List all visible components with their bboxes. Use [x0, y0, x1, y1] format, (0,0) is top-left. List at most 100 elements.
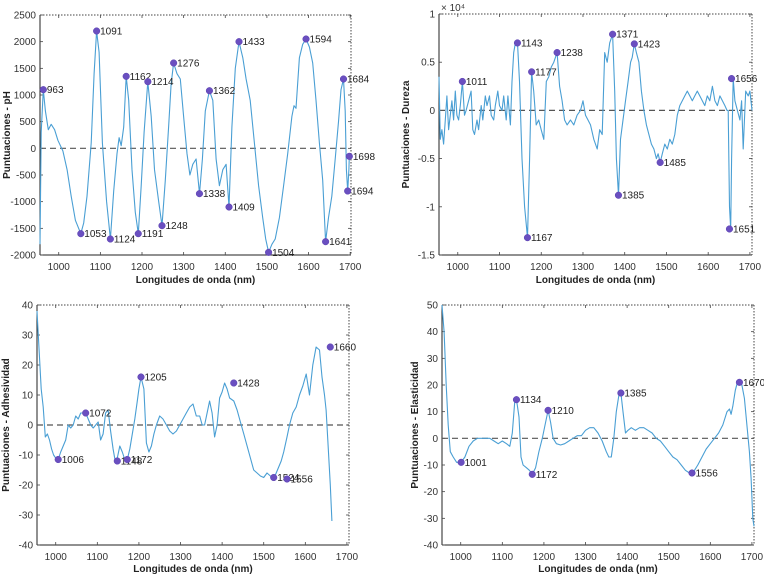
- x-tick-label: 1500: [253, 552, 276, 563]
- peak-marker: [93, 27, 101, 35]
- peak-label: 1191: [142, 229, 164, 240]
- y-tick-label: 2500: [14, 11, 37, 22]
- peak-marker: [544, 406, 552, 414]
- peak-label: 1651: [733, 224, 756, 235]
- peak-marker: [122, 72, 130, 80]
- peak-label: 1072: [89, 409, 112, 420]
- peak-label: 1006: [62, 455, 85, 466]
- y-tick-label: 10: [427, 407, 439, 418]
- peak-label: 1684: [347, 75, 370, 86]
- peak-label: 1670: [743, 378, 764, 389]
- x-tick-label: 1300: [572, 262, 595, 273]
- y-tick-label: -0.5: [418, 154, 436, 165]
- x-tick-label: 1400: [211, 552, 234, 563]
- y-tick-label: -1: [426, 202, 435, 213]
- peak-marker: [513, 39, 522, 47]
- peak-label: 1172: [536, 470, 558, 481]
- x-tick-label: 1400: [214, 262, 237, 273]
- chart-adhesividad: 1000 1100 1200 1300 1400 1500 1600 1700 -40 -30 -2…: [1, 301, 358, 576]
- x-tick-label: 1100: [492, 552, 514, 563]
- peak-marker: [609, 30, 617, 38]
- series-line: [39, 30, 351, 253]
- peak-marker: [283, 475, 291, 483]
- peak-marker: [39, 86, 47, 94]
- peak-label: 1205: [145, 373, 168, 384]
- peak-marker: [235, 38, 243, 46]
- peak-label: 1694: [351, 187, 374, 198]
- y-tick-label: -20: [424, 487, 439, 498]
- series-line: [441, 304, 755, 527]
- y-tick-label: 50: [427, 301, 439, 312]
- peak-label: 1556: [291, 475, 314, 486]
- x-tick-label: 1500: [658, 552, 681, 563]
- x-tick-label: 1300: [169, 552, 192, 563]
- y-tick-label: 1: [429, 10, 435, 21]
- peak-label: 1214: [151, 77, 174, 88]
- x-tick-label: 1200: [533, 552, 556, 563]
- peak-marker: [344, 187, 352, 195]
- peak-marker: [326, 343, 334, 351]
- peak-label: 1143: [521, 38, 543, 49]
- x-tick-label: 1400: [614, 262, 637, 273]
- y-tick-label: 40: [427, 327, 439, 338]
- peak-marker: [134, 230, 142, 238]
- y-tick-label: -30: [19, 511, 34, 522]
- y-tick-label: 500: [19, 117, 36, 128]
- x-tick-label: 1400: [616, 552, 639, 563]
- peak-marker: [735, 378, 743, 386]
- x-tick-label: 1700: [741, 552, 764, 563]
- peak-marker: [339, 75, 348, 83]
- chart-ph: 1000 1100 1200 1300 1400 1500 1600 1700 -2000 -15…: [2, 11, 376, 287]
- y-tick-label: -40: [424, 541, 439, 552]
- x-tick-label: 1700: [336, 552, 359, 563]
- peak-marker: [553, 49, 561, 57]
- x-tick-label: 1100: [87, 552, 109, 563]
- peak-marker: [270, 473, 278, 482]
- peak-label: 1238: [561, 48, 584, 59]
- y-tick-label: 20: [22, 361, 34, 372]
- y-tick-label: -30: [424, 514, 439, 525]
- x-tick-label: 1200: [128, 552, 151, 563]
- y-tick-label: -2000: [10, 251, 36, 262]
- y-axis-label: Puntuaciones - Adhesividad: [1, 358, 12, 492]
- y-tick-label: -1.5: [418, 251, 436, 262]
- peak-label: 1177: [535, 67, 557, 78]
- y-tick-label: 2000: [14, 37, 37, 48]
- peak-marker: [528, 470, 536, 478]
- peak-marker: [656, 158, 664, 167]
- x-axis-label: Longitudes de onda (nm): [133, 564, 252, 575]
- x-tick-label: 1200: [530, 262, 553, 273]
- x-tick-label: 1000: [45, 552, 68, 563]
- series-line: [438, 33, 753, 239]
- x-tick-label: 1100: [90, 262, 112, 273]
- series-line: [36, 310, 333, 522]
- peak-marker: [614, 191, 623, 199]
- peak-label: 1011: [466, 77, 488, 88]
- peak-label: 1134: [520, 395, 542, 406]
- peak-marker: [512, 396, 521, 404]
- x-tick-label: 1600: [297, 262, 320, 273]
- peak-label: 1124: [114, 235, 136, 246]
- y-tick-label: 1500: [14, 64, 37, 75]
- x-tick-label: 1700: [739, 262, 762, 273]
- y-tick-label: 30: [427, 354, 439, 365]
- peak-label: 1641: [329, 237, 352, 248]
- peak-label: 1409: [233, 203, 256, 214]
- x-tick-label: 1100: [489, 262, 511, 273]
- x-tick-label: 1600: [294, 552, 317, 563]
- peak-marker: [205, 87, 213, 95]
- x-axis-label: Longitudes de onda (nm): [536, 275, 655, 286]
- x-tick-label: 1300: [574, 552, 597, 563]
- y-tick-label: -500: [16, 171, 36, 182]
- y-tick-label: -1000: [10, 197, 36, 208]
- peak-marker: [230, 379, 238, 387]
- y-tick-label: 0.5: [421, 58, 435, 69]
- peak-label: 1428: [237, 379, 260, 390]
- peak-label: 963: [47, 85, 64, 96]
- x-tick-label: 1700: [339, 262, 362, 273]
- x-tick-label: 1000: [450, 552, 473, 563]
- y-tick-label: -1500: [10, 224, 36, 235]
- y-tick-label: 0: [27, 421, 33, 432]
- peak-marker: [523, 234, 532, 242]
- y-tick-label: 0: [429, 106, 435, 117]
